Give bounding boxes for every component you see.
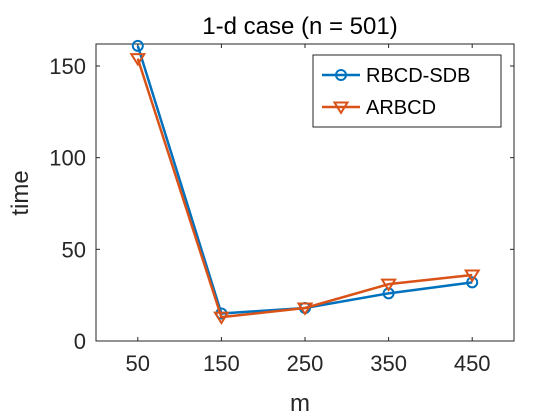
- legend-marker: [332, 101, 350, 115]
- legend: RBCD-SDB ARBCD: [312, 54, 502, 128]
- x-tick-label: 150: [203, 351, 240, 376]
- data-point-rbcd-sdb: [466, 276, 479, 289]
- data-point-arbcd: [296, 302, 314, 316]
- series-arbcd: [129, 53, 481, 325]
- chart-title: 1-d case (n = 501): [202, 13, 397, 40]
- legend-label: ARBCD: [366, 97, 436, 119]
- legend-marker: [335, 69, 347, 81]
- x-tick-label: 250: [287, 351, 324, 376]
- legend-box: [312, 54, 502, 128]
- data-point-arbcd: [213, 311, 230, 325]
- y-axis-label: time: [7, 170, 34, 215]
- y-tick-label: 150: [49, 54, 86, 79]
- x-tick-label: 450: [454, 351, 491, 376]
- data-point-rbcd-sdb: [131, 39, 144, 52]
- legend-item: RBCD-SDB: [322, 65, 470, 87]
- y-tick-label: 0: [74, 329, 86, 354]
- data-point-arbcd: [380, 278, 397, 292]
- legend-item: ARBCD: [322, 97, 436, 119]
- data-point-arbcd: [129, 53, 147, 67]
- data-point-arbcd: [463, 269, 481, 283]
- plot-area: 50 150 250 350 450 0 50 100 150 RBCD-SDB ARBCD: [49, 39, 515, 376]
- y-tick-label: 50: [62, 237, 86, 262]
- x-axis-label: m: [290, 390, 310, 417]
- x-tick-label: 50: [126, 351, 150, 376]
- y-tick-label: 100: [49, 146, 86, 171]
- series-line-arbcd: [136, 58, 473, 319]
- x-tick-label: 350: [370, 351, 407, 376]
- legend-label: RBCD-SDB: [366, 65, 470, 87]
